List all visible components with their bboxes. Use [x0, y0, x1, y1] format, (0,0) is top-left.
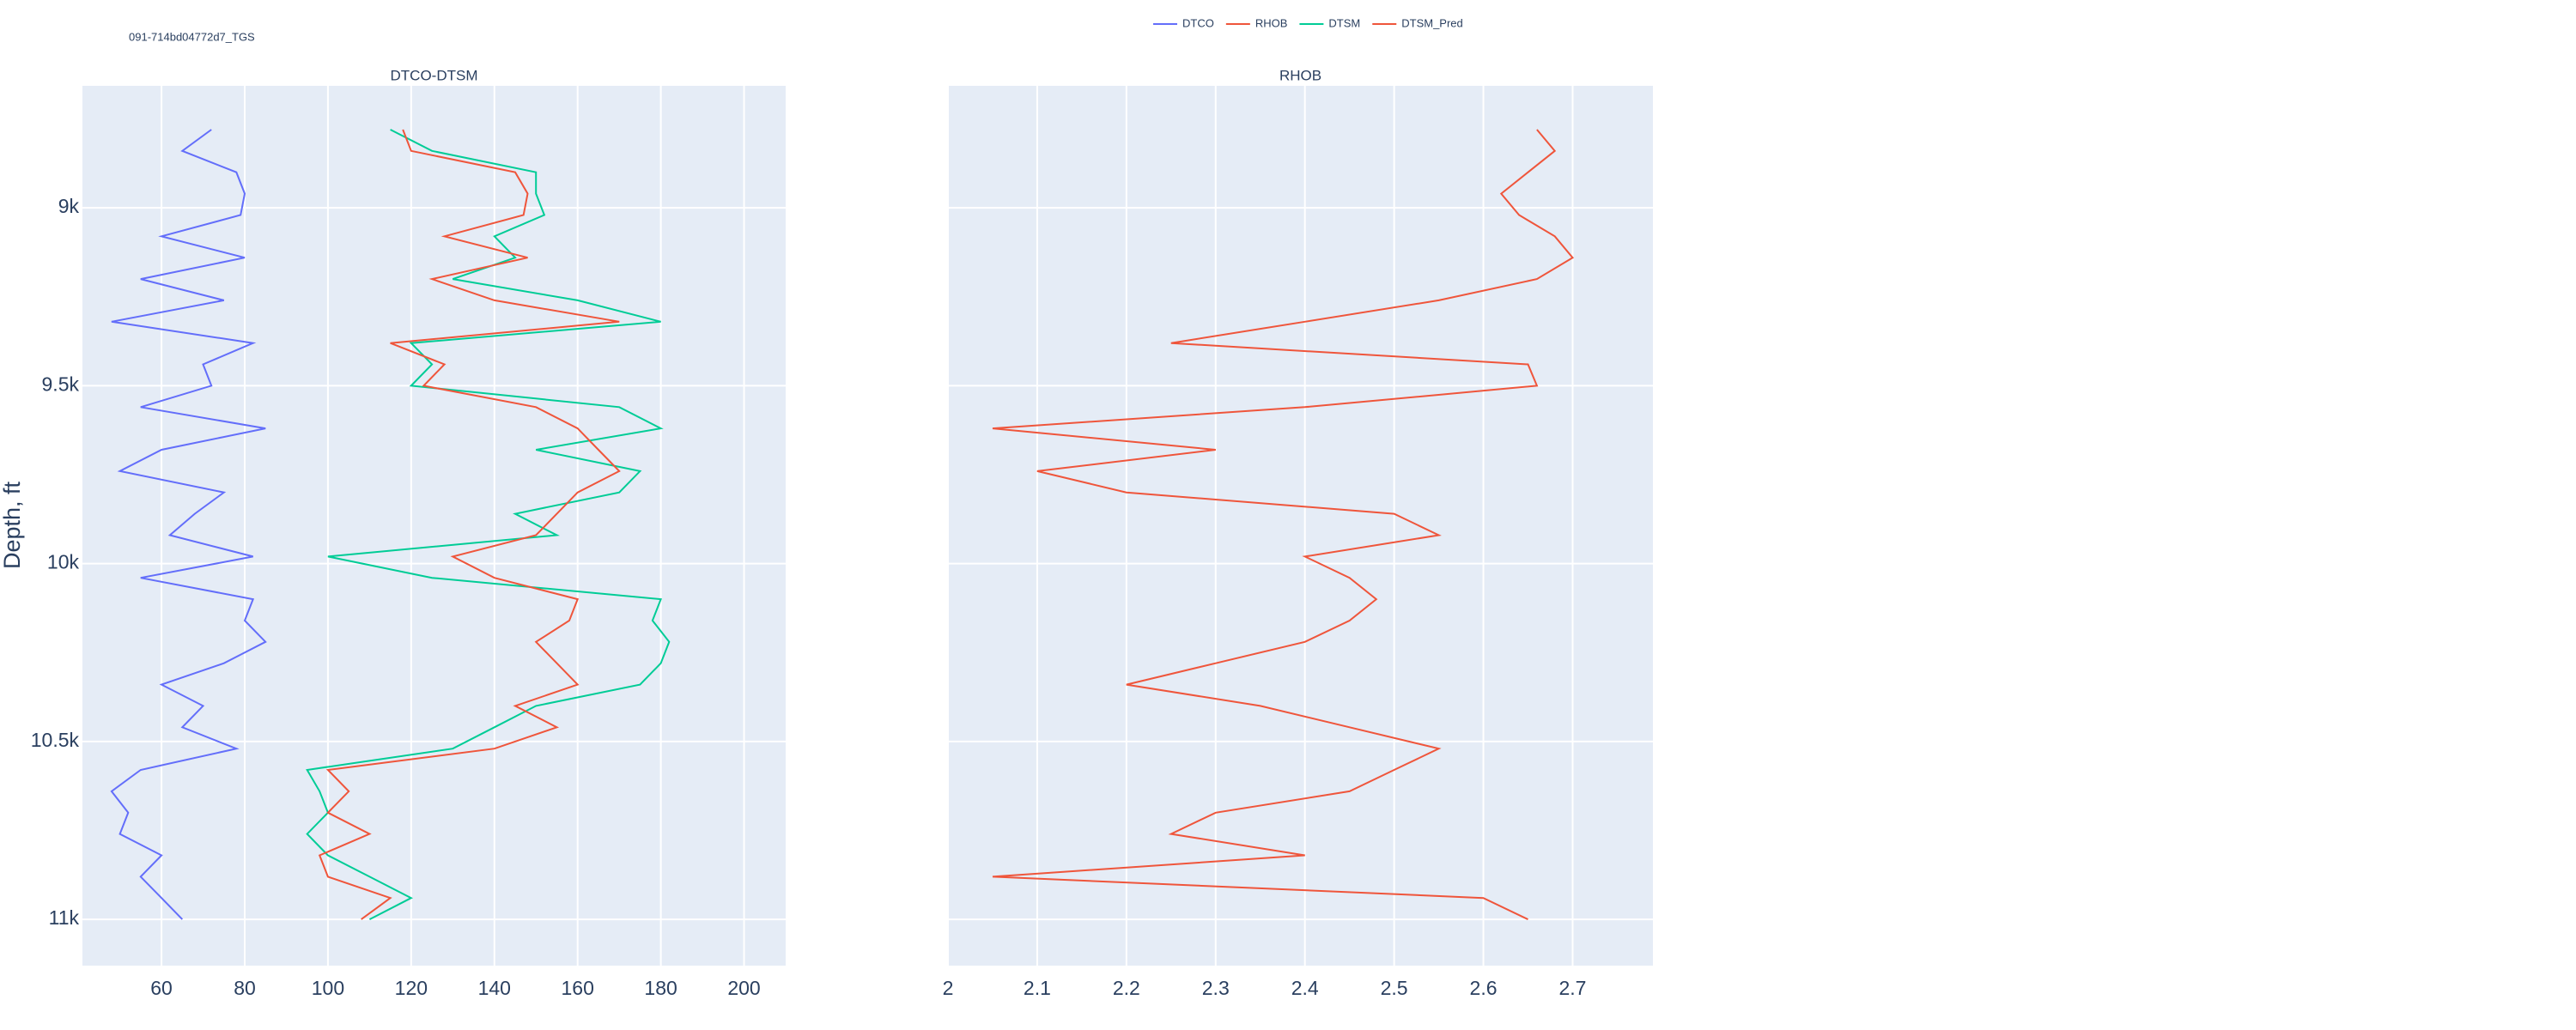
x-tick-label: 80: [234, 977, 256, 999]
plot-background: [948, 86, 1653, 966]
x-tick-label: 100: [312, 977, 344, 999]
subplot-title: DTCO-DTSM: [391, 67, 478, 83]
legend: DTCO RHOB DTSM DTSM_Pred: [1153, 16, 1463, 29]
subplot-title: RHOB: [1279, 67, 1321, 83]
legend-label: DTSM_Pred: [1401, 16, 1463, 29]
plot-background: [82, 86, 786, 966]
x-tick-label: 2.2: [1113, 977, 1140, 999]
y-tick-label: 11k: [49, 906, 80, 929]
y-axis-label: Depth, ft: [0, 481, 25, 569]
series-line: [318, 129, 621, 920]
series-line: [992, 129, 1575, 921]
x-tick-label: 2.3: [1202, 977, 1230, 999]
x-tick-label: 2.7: [1558, 977, 1586, 999]
y-tick-label: 9.5k: [42, 373, 80, 395]
x-tick-label: 140: [478, 977, 511, 999]
x-tick-label: 2.4: [1291, 977, 1319, 999]
legend-label: DTSM: [1328, 16, 1360, 29]
x-tick-label: 160: [562, 977, 594, 999]
x-tick-label: 2.5: [1381, 977, 1408, 999]
x-tick-label: 2: [943, 977, 954, 999]
legend-label: DTCO: [1182, 16, 1214, 29]
legend-label: RHOB: [1255, 16, 1288, 29]
series-line: [110, 129, 267, 920]
x-tick-label: 60: [150, 977, 173, 999]
y-tick-label: 10k: [47, 551, 80, 573]
series-line: [306, 129, 671, 920]
well-label: 091-714bd04772d7_TGS: [129, 30, 255, 43]
x-tick-label: 120: [395, 977, 428, 999]
x-tick-label: 200: [727, 977, 760, 999]
x-tick-label: 2.1: [1024, 977, 1051, 999]
x-tick-label: 180: [644, 977, 677, 999]
y-tick-label: 9k: [58, 195, 80, 217]
y-tick-label: 10.5k: [31, 729, 80, 751]
x-tick-label: 2.6: [1470, 977, 1498, 999]
